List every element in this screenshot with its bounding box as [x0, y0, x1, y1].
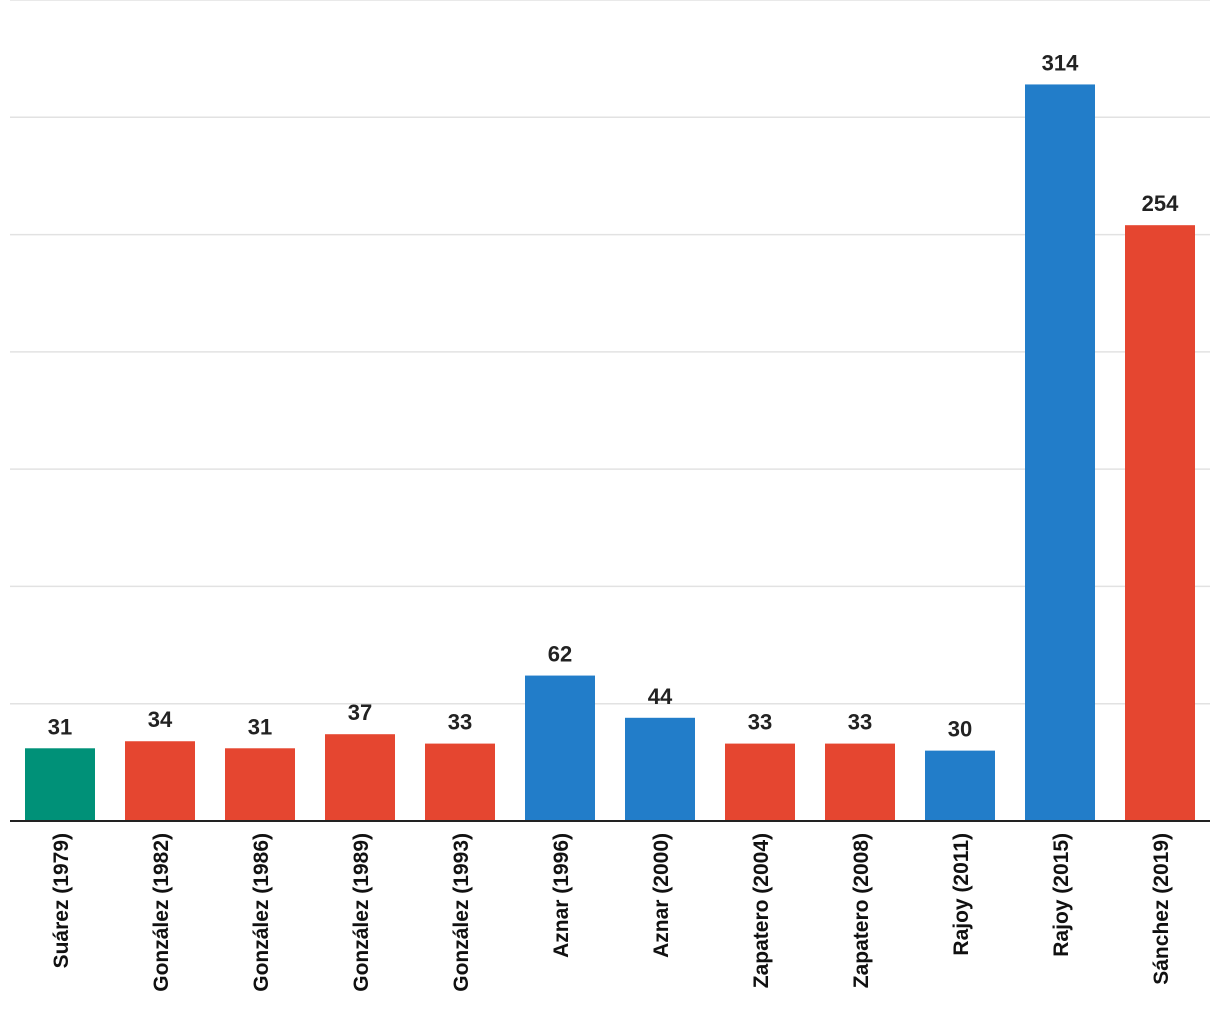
- bar-value-label: 33: [748, 710, 772, 735]
- x-tick-label: Sánchez (2019): [1150, 833, 1173, 985]
- bar-value-label: 62: [548, 642, 572, 667]
- bar-value-label: 30: [948, 717, 972, 742]
- bar: [225, 748, 295, 821]
- bar: [725, 743, 795, 821]
- bar: [325, 734, 395, 821]
- x-axis-tick-labels: Suárez (1979) González (1982) González (19…: [50, 833, 1173, 992]
- bar-value-label: 34: [148, 707, 173, 732]
- bar-value-label: 44: [648, 684, 673, 709]
- x-tick-label: González (1993): [450, 833, 473, 992]
- bar-value-label: 33: [448, 710, 472, 735]
- x-tick-label: Rajoy (2015): [1050, 833, 1073, 957]
- bar: [525, 675, 595, 821]
- bar-value-label: 33: [848, 710, 872, 735]
- bar: [425, 743, 495, 821]
- x-tick-label: Zapatero (2004): [750, 833, 773, 988]
- x-tick-label: González (1989): [350, 833, 373, 992]
- bar: [25, 748, 95, 821]
- bar-value-label: 314: [1042, 50, 1079, 75]
- bar: [925, 750, 995, 821]
- bar-value-label: 37: [348, 700, 372, 725]
- bar: [825, 743, 895, 821]
- bar: [125, 741, 195, 821]
- bar-value-label: 254: [1142, 191, 1179, 216]
- gridlines: [10, 0, 1210, 705]
- bar: [1025, 84, 1095, 821]
- x-tick-label: Suárez (1979): [50, 833, 73, 968]
- bar: [625, 717, 695, 821]
- bars: [25, 84, 1195, 821]
- x-tick-label: González (1986): [250, 833, 273, 992]
- value-labels: 31 34 31 37 33 62 44 33 33 30 314 254: [48, 50, 1179, 741]
- x-tick-label: Aznar (2000): [650, 833, 673, 958]
- x-tick-label: Aznar (1996): [550, 833, 573, 958]
- bar-value-label: 31: [48, 714, 72, 739]
- x-tick-label: Zapatero (2008): [850, 833, 873, 988]
- bar: [1125, 225, 1195, 821]
- x-tick-label: Rajoy (2011): [950, 833, 973, 956]
- x-tick-label: González (1982): [150, 833, 173, 992]
- bar-value-label: 31: [248, 714, 272, 739]
